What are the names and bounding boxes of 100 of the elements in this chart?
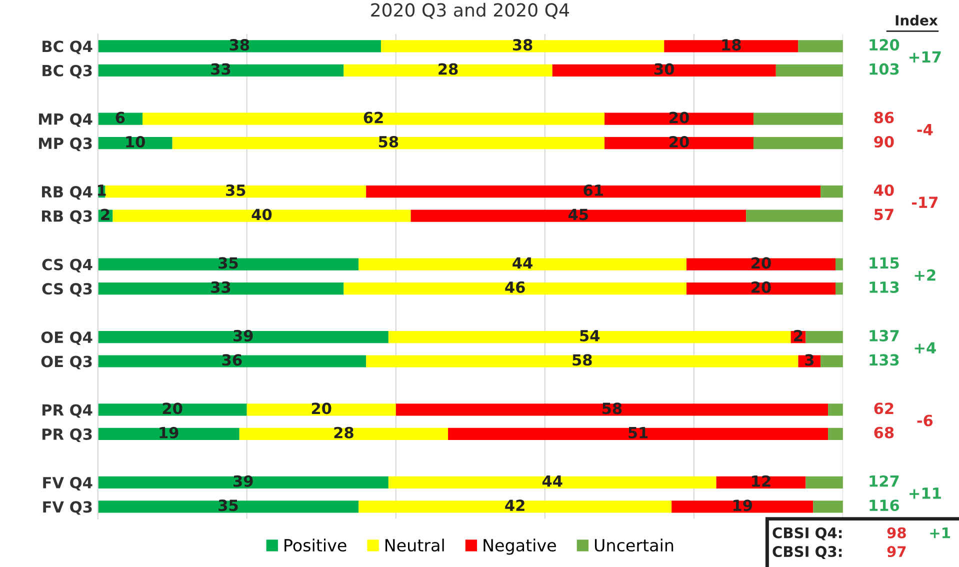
bar <box>754 112 843 125</box>
y-tick-label: RB Q4 <box>42 186 92 200</box>
legend-label: Neutral <box>386 538 444 552</box>
data-label: 39 <box>234 475 253 487</box>
data-label: 2 <box>101 208 110 220</box>
y-tick-label: PR Q3 <box>42 428 92 442</box>
y-tick-label: PR Q4 <box>42 404 92 418</box>
text: 120 <box>870 39 900 51</box>
text: +17 <box>910 51 941 62</box>
bar <box>98 500 359 513</box>
bar <box>98 428 240 440</box>
bar <box>98 330 388 344</box>
text: +4 <box>914 342 936 354</box>
data-label: 46 <box>505 281 525 293</box>
data-label: 20 <box>752 281 771 293</box>
bar <box>836 258 843 270</box>
bar <box>806 330 843 344</box>
text: 103 <box>870 63 899 75</box>
bar <box>776 64 843 76</box>
data-label: 12 <box>752 475 770 487</box>
text: +2 <box>914 269 936 281</box>
data-label: 45 <box>568 208 588 220</box>
y-tick-label: FV Q4 <box>43 476 92 490</box>
legend-label: Uncertain <box>594 538 674 552</box>
bar <box>820 355 843 368</box>
bar <box>448 428 828 440</box>
bar <box>98 476 388 489</box>
bar <box>388 476 716 489</box>
data-label: 20 <box>312 402 332 414</box>
text: 68 <box>874 426 894 438</box>
text: 137 <box>870 330 899 342</box>
data-label: 51 <box>628 427 648 438</box>
data-label: 19 <box>733 500 752 512</box>
bar <box>239 428 448 440</box>
text: 98 <box>887 527 906 538</box>
bar <box>358 500 672 513</box>
bar <box>604 112 754 125</box>
data-label: 20 <box>162 402 182 414</box>
bar <box>358 258 686 270</box>
data-label: 35 <box>218 500 238 512</box>
data-label: 36 <box>222 354 242 366</box>
bar <box>98 40 381 52</box>
text: Index <box>896 14 938 26</box>
text: 113 <box>870 281 899 293</box>
data-label: 44 <box>542 476 562 487</box>
bar <box>672 500 814 513</box>
text: 127 <box>870 475 899 487</box>
bar <box>716 476 806 489</box>
bar <box>380 40 664 52</box>
bar <box>754 137 843 150</box>
y-tick-label: MP Q3 <box>39 138 92 152</box>
bar <box>396 404 828 416</box>
bar <box>366 186 821 198</box>
bar <box>410 210 746 222</box>
y-tick-label: BC Q3 <box>42 64 92 78</box>
text: 86 <box>874 112 894 124</box>
text: 57 <box>874 208 894 220</box>
data-label: 38 <box>230 39 250 51</box>
y-tick-label: CS Q3 <box>42 283 92 297</box>
y-tick-label: RB Q3 <box>42 210 92 224</box>
bar <box>98 404 247 416</box>
data-label: 28 <box>438 63 458 75</box>
legend-label: Negative <box>484 538 556 555</box>
text: -17 <box>912 196 938 208</box>
text: +1 <box>930 528 950 538</box>
bar <box>686 282 836 295</box>
text: 62 <box>874 402 894 414</box>
bar <box>746 210 843 222</box>
text: 116 <box>870 500 900 512</box>
data-label: 62 <box>364 112 383 124</box>
text: 133 <box>870 354 899 366</box>
bar <box>664 40 798 52</box>
data-label: 54 <box>580 330 600 342</box>
bar <box>344 64 552 76</box>
data-label: 38 <box>512 39 532 51</box>
legend-label: Positive <box>284 538 346 552</box>
bar <box>388 330 791 344</box>
data-label: 42 <box>505 500 524 511</box>
text: 40 <box>874 184 894 196</box>
data-label: 2 <box>794 330 802 342</box>
text: CBSI Q3: <box>772 546 842 559</box>
data-label: 33 <box>211 63 230 75</box>
bar <box>98 258 359 270</box>
data-label: 6 <box>116 112 125 124</box>
bar <box>828 404 843 416</box>
y-tick-label: MP Q4 <box>39 113 92 127</box>
bar <box>344 282 686 295</box>
bar <box>246 404 396 416</box>
data-label: 20 <box>670 112 689 124</box>
y-tick-label: OE Q3 <box>41 356 92 370</box>
text: 90 <box>874 136 894 148</box>
data-label: 28 <box>334 426 354 438</box>
y-tick-label: FV Q3 <box>43 501 92 515</box>
bar <box>686 258 836 270</box>
bar <box>98 355 366 368</box>
bar <box>828 428 843 440</box>
text: -4 <box>917 124 933 136</box>
data-label: 61 <box>584 184 603 196</box>
data-label: 30 <box>654 63 674 75</box>
data-label: 19 <box>160 426 178 438</box>
